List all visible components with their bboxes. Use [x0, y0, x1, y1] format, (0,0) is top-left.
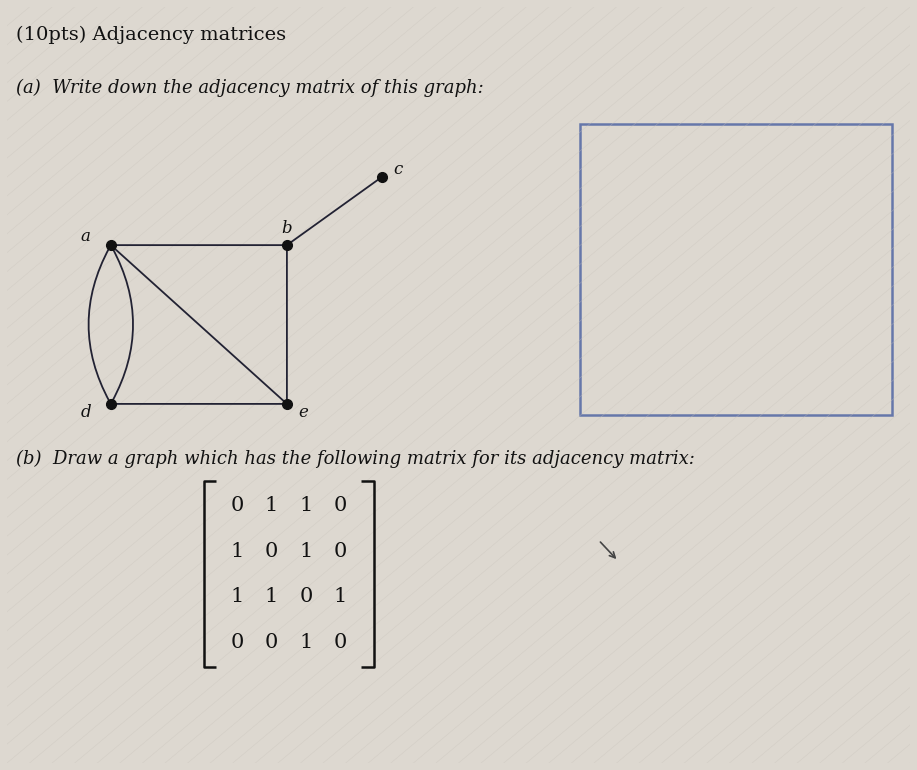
Text: (b)  Draw a graph which has the following matrix for its adjacency matrix:: (b) Draw a graph which has the following…: [16, 449, 695, 467]
Text: 1: 1: [230, 588, 244, 606]
Text: (10pts) Adjacency matrices: (10pts) Adjacency matrices: [16, 26, 286, 44]
Text: 0: 0: [334, 633, 347, 651]
Text: 0: 0: [265, 542, 278, 561]
Text: 0: 0: [334, 542, 347, 561]
Text: 1: 1: [299, 633, 313, 651]
Text: 1: 1: [230, 542, 244, 561]
Text: e: e: [298, 404, 308, 421]
Text: 1: 1: [299, 497, 313, 515]
Text: 0: 0: [299, 588, 313, 606]
Text: a: a: [81, 228, 91, 245]
Text: b: b: [282, 220, 293, 237]
Bar: [580, 124, 892, 415]
Text: 0: 0: [230, 497, 244, 515]
Text: 1: 1: [265, 497, 278, 515]
Text: d: d: [80, 404, 91, 421]
Text: 1: 1: [334, 588, 347, 606]
Text: 0: 0: [230, 633, 244, 651]
Text: 0: 0: [265, 633, 278, 651]
Text: (a)  Write down the adjacency matrix of this graph:: (a) Write down the adjacency matrix of t…: [16, 79, 484, 97]
Text: 1: 1: [265, 588, 278, 606]
Text: c: c: [393, 161, 403, 178]
Text: 0: 0: [334, 497, 347, 515]
Text: 1: 1: [299, 542, 313, 561]
